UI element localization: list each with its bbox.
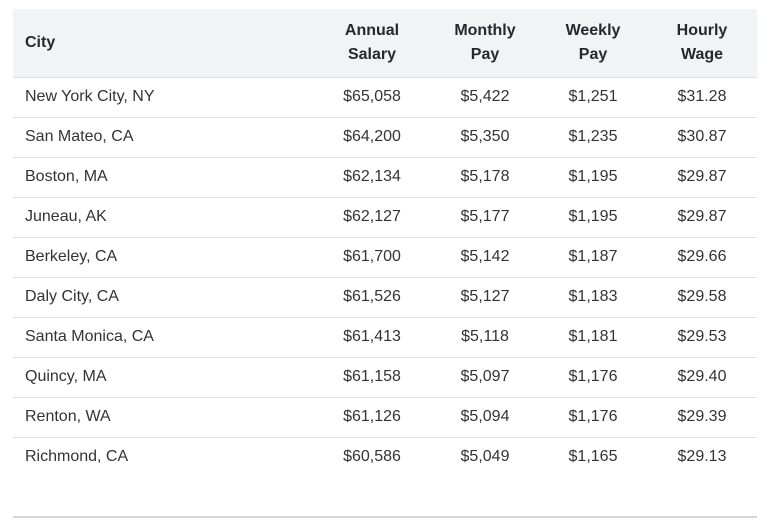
weekly-pay-cell: $1,181 [539, 317, 647, 358]
monthly-pay-cell: $5,350 [431, 117, 539, 158]
city-cell: Renton, WA [13, 397, 313, 438]
city-cell: Boston, MA [13, 157, 313, 198]
column-header-city: City [13, 9, 313, 78]
monthly-pay-cell: $5,422 [431, 77, 539, 118]
column-header-weekly-pay: Weekly Pay [539, 9, 647, 78]
column-header-label-line: Pay [470, 45, 500, 63]
city-cell: Quincy, MA [13, 357, 313, 398]
annual-salary-cell: $62,127 [313, 197, 431, 238]
hourly-wage-cell: $29.87 [647, 197, 757, 238]
hourly-wage-cell: $29.53 [647, 317, 757, 358]
city-cell: New York City, NY [13, 77, 313, 118]
city-cell: Berkeley, CA [13, 237, 313, 278]
hourly-wage-cell: $30.87 [647, 117, 757, 158]
table-row: San Mateo, CA $64,200 $5,350 $1,235 $30.… [13, 117, 757, 158]
annual-salary-cell: $60,586 [313, 437, 431, 477]
hourly-wage-cell: $29.58 [647, 277, 757, 318]
city-cell: Santa Monica, CA [13, 317, 313, 358]
hourly-wage-cell: $29.39 [647, 397, 757, 438]
weekly-pay-cell: $1,187 [539, 237, 647, 278]
table-row: Renton, WA $61,126 $5,094 $1,176 $29.39 [13, 397, 757, 438]
column-header-label-line: Salary [347, 45, 397, 63]
weekly-pay-cell: $1,195 [539, 157, 647, 198]
column-header-label-line: Monthly [454, 21, 516, 39]
weekly-pay-cell: $1,195 [539, 197, 647, 238]
table-row: Richmond, CA $60,586 $5,049 $1,165 $29.1… [13, 437, 757, 477]
table-row: Daly City, CA $61,526 $5,127 $1,183 $29.… [13, 277, 757, 318]
annual-salary-cell: $61,526 [313, 277, 431, 318]
city-salary-table: City Annual Salary Monthly Pay Weekly Pa… [13, 9, 757, 477]
annual-salary-cell: $62,134 [313, 157, 431, 198]
monthly-pay-cell: $5,142 [431, 237, 539, 278]
salary-table-page: City Annual Salary Monthly Pay Weekly Pa… [0, 9, 771, 529]
hourly-wage-cell: $29.66 [647, 237, 757, 278]
weekly-pay-cell: $1,251 [539, 77, 647, 118]
hourly-wage-cell: $29.13 [647, 437, 757, 477]
column-header-hourly-wage: Hourly Wage [647, 9, 757, 78]
column-header-annual-salary: Annual Salary [313, 9, 431, 78]
monthly-pay-cell: $5,178 [431, 157, 539, 198]
bottom-divider [13, 516, 757, 518]
monthly-pay-cell: $5,097 [431, 357, 539, 398]
weekly-pay-cell: $1,165 [539, 437, 647, 477]
hourly-wage-cell: $31.28 [647, 77, 757, 118]
monthly-pay-cell: $5,177 [431, 197, 539, 238]
table-row: Quincy, MA $61,158 $5,097 $1,176 $29.40 [13, 357, 757, 398]
annual-salary-cell: $61,700 [313, 237, 431, 278]
hourly-wage-cell: $29.87 [647, 157, 757, 198]
column-header-label-line: Pay [578, 45, 608, 63]
annual-salary-cell: $61,413 [313, 317, 431, 358]
column-header-label-line: Wage [680, 45, 724, 63]
table-header-row: City Annual Salary Monthly Pay Weekly Pa… [13, 9, 757, 78]
annual-salary-cell: $64,200 [313, 117, 431, 158]
column-header-label-line: Annual [344, 21, 400, 39]
city-cell: Daly City, CA [13, 277, 313, 318]
table-row: New York City, NY $65,058 $5,422 $1,251 … [13, 77, 757, 118]
weekly-pay-cell: $1,183 [539, 277, 647, 318]
monthly-pay-cell: $5,049 [431, 437, 539, 477]
column-header-monthly-pay: Monthly Pay [431, 9, 539, 78]
monthly-pay-cell: $5,118 [431, 317, 539, 358]
annual-salary-cell: $65,058 [313, 77, 431, 118]
annual-salary-cell: $61,126 [313, 397, 431, 438]
hourly-wage-cell: $29.40 [647, 357, 757, 398]
weekly-pay-cell: $1,176 [539, 397, 647, 438]
monthly-pay-cell: $5,127 [431, 277, 539, 318]
monthly-pay-cell: $5,094 [431, 397, 539, 438]
weekly-pay-cell: $1,235 [539, 117, 647, 158]
column-header-label-line: Weekly [565, 21, 621, 39]
table-row: Juneau, AK $62,127 $5,177 $1,195 $29.87 [13, 197, 757, 238]
city-cell: Richmond, CA [13, 437, 313, 477]
weekly-pay-cell: $1,176 [539, 357, 647, 398]
annual-salary-cell: $61,158 [313, 357, 431, 398]
column-header-label: City [25, 33, 56, 51]
column-header-label-line: Hourly [676, 21, 728, 39]
table-row: Berkeley, CA $61,700 $5,142 $1,187 $29.6… [13, 237, 757, 278]
table-row: Boston, MA $62,134 $5,178 $1,195 $29.87 [13, 157, 757, 198]
table-row: Santa Monica, CA $61,413 $5,118 $1,181 $… [13, 317, 757, 358]
city-cell: San Mateo, CA [13, 117, 313, 158]
city-cell: Juneau, AK [13, 197, 313, 238]
